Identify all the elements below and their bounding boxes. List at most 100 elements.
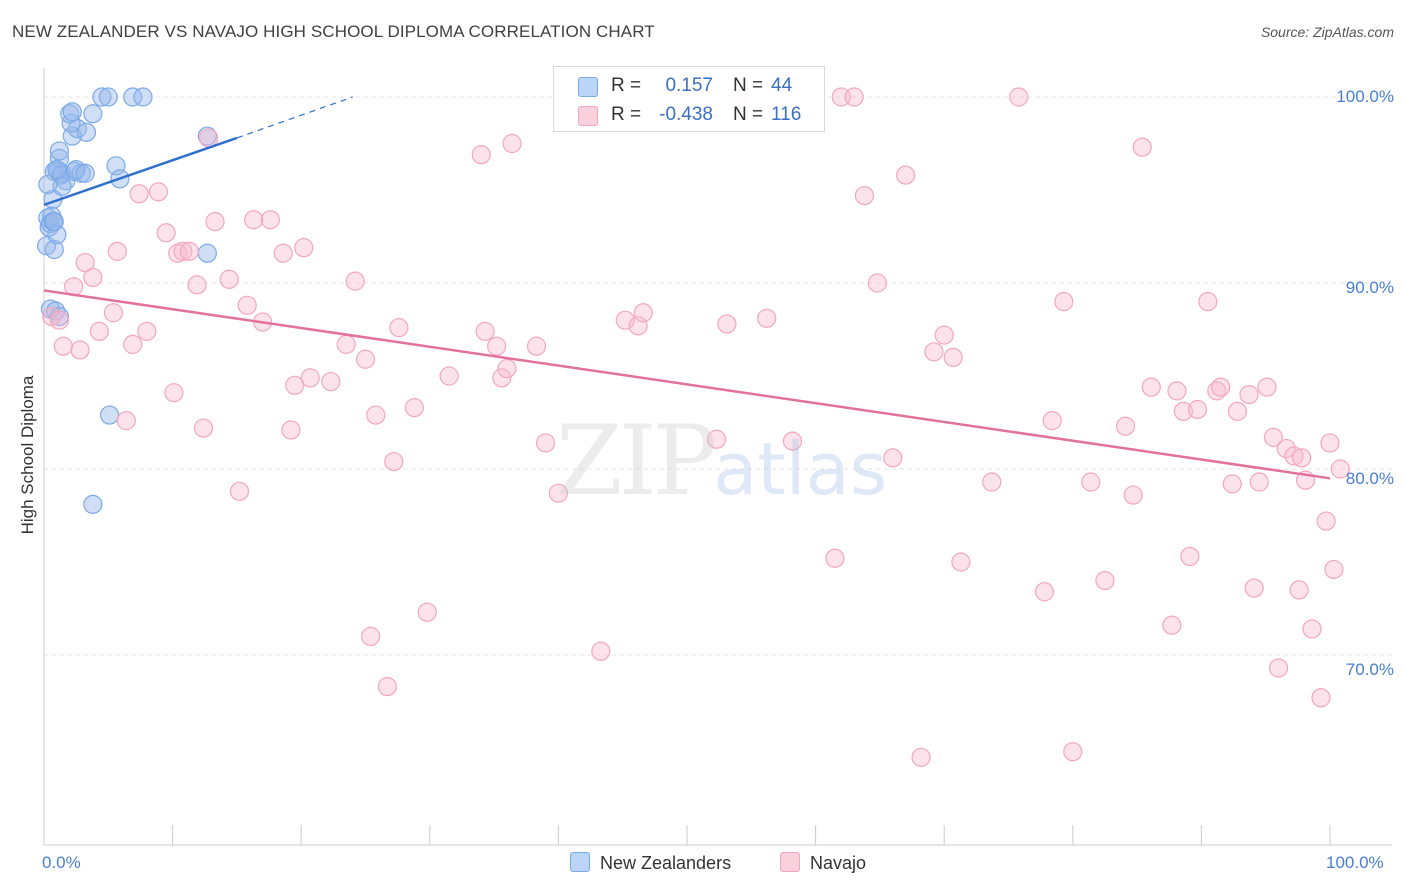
watermark: ZIPatlas	[556, 405, 887, 517]
new-zealanders-point	[98, 87, 118, 107]
navajo-point	[1239, 385, 1259, 405]
chart-source: Source: ZipAtlas.com	[1260, 24, 1394, 40]
new-zealanders-trend-extension	[236, 96, 353, 139]
navajo-point	[1123, 485, 1143, 505]
navajo-point	[321, 371, 341, 392]
r-value: -0.438	[659, 104, 713, 125]
navajo-point	[164, 383, 184, 403]
navajo-point	[1180, 546, 1200, 567]
navajo-point	[1187, 399, 1208, 420]
navajo-point	[1207, 381, 1227, 401]
navajo-point	[156, 223, 176, 243]
navajo-point	[89, 321, 109, 341]
navajo-point	[199, 128, 219, 148]
y-axis-label: High School Diploma	[18, 375, 37, 535]
navajo-point	[173, 241, 193, 261]
navajo-point	[281, 420, 301, 440]
navajo-point	[366, 405, 386, 425]
navajo-point	[384, 451, 404, 472]
r-label: R =	[611, 75, 642, 96]
new-zealanders-point	[99, 405, 120, 425]
y-tick-label: 100.0%	[1336, 87, 1394, 106]
navajo-point	[187, 275, 207, 295]
navajo-point	[1292, 448, 1312, 468]
gridlines	[44, 96, 1392, 656]
navajo-point	[70, 340, 90, 360]
stats-box: R = 0.157 N = 44 R = -0.438 N = 116	[553, 66, 825, 132]
navajo-point	[53, 336, 73, 356]
legend-item-new-zealanders[interactable]: New Zealanders	[570, 852, 731, 874]
trend-lines	[43, 96, 1331, 480]
new-zealanders-point	[123, 87, 143, 107]
navajo-point	[526, 336, 547, 356]
navajo-point	[294, 238, 314, 258]
navajo-point	[706, 429, 727, 449]
navajo-point	[83, 267, 103, 288]
navajo-swatch	[578, 106, 598, 126]
navajo-point	[1268, 658, 1289, 678]
navajo-point	[924, 342, 944, 362]
navajo-point	[404, 398, 424, 418]
navajo-point	[883, 448, 903, 468]
legend-swatch-pink	[780, 852, 800, 872]
navajo-point	[548, 483, 569, 503]
navajo-point	[103, 303, 124, 323]
navajo-point	[1167, 381, 1187, 401]
y-tick-label: 70.0%	[1345, 660, 1394, 679]
navajo-point	[951, 552, 971, 572]
navajo-point	[1284, 446, 1304, 466]
new-zealanders-point	[49, 148, 70, 168]
navajo-point	[389, 318, 409, 338]
y-tick-label: 80.0%	[1345, 469, 1394, 488]
r-value: 0.157	[665, 75, 713, 96]
navajo-point	[285, 375, 305, 395]
new-zealanders-point	[76, 122, 97, 142]
navajo-point	[1222, 474, 1242, 494]
navajo-point	[1115, 416, 1136, 436]
navajo-point	[107, 241, 127, 261]
x-tick-label-left: 0.0%	[42, 853, 81, 872]
navajo-point	[1162, 615, 1182, 635]
navajo-point	[237, 295, 257, 315]
watermark-zip: ZIP	[556, 405, 717, 517]
navajo-point	[1276, 438, 1296, 459]
navajo-point	[439, 366, 459, 386]
navajo-point	[1198, 292, 1218, 312]
navajo-point	[844, 87, 864, 107]
navajo-point	[300, 368, 320, 388]
navajo-point	[717, 314, 737, 334]
navajo-point	[1249, 472, 1269, 492]
navajo-point	[219, 269, 239, 289]
new-zealanders-point	[49, 141, 70, 161]
navajo-point	[49, 310, 70, 330]
x-tick-label-right: 100.0%	[1326, 853, 1384, 872]
stats-row-new-zealanders: R = 0.157 N = 44	[554, 71, 824, 101]
navajo-point	[273, 243, 293, 263]
navajo-point	[471, 145, 491, 165]
navajo-point	[782, 431, 803, 451]
navajo-point	[1302, 619, 1322, 639]
navajo-point	[982, 472, 1002, 492]
navajo-point	[1054, 292, 1074, 312]
navajo-point	[1132, 137, 1152, 157]
navajo-point	[911, 747, 931, 767]
navajo-point	[205, 212, 225, 232]
new-zealanders-point	[92, 87, 112, 107]
y-tick-label: 90.0%	[1345, 278, 1394, 297]
new-zealanders-point	[38, 174, 58, 195]
navajo-point	[502, 133, 522, 154]
navajo-point	[229, 481, 250, 501]
new-zealanders-point	[83, 104, 103, 124]
navajo-point	[1211, 377, 1231, 397]
axes	[43, 68, 1392, 846]
legend-label: Navajo	[810, 853, 867, 873]
navajo-point	[896, 165, 916, 185]
n-label: N =	[733, 75, 764, 96]
navajo-point	[1289, 580, 1309, 600]
navajo-point	[492, 368, 512, 388]
navajo-point	[1227, 401, 1248, 421]
legend-item-navajo[interactable]: Navajo	[780, 852, 866, 874]
navajo-point	[825, 548, 845, 568]
data-points	[36, 87, 1350, 767]
